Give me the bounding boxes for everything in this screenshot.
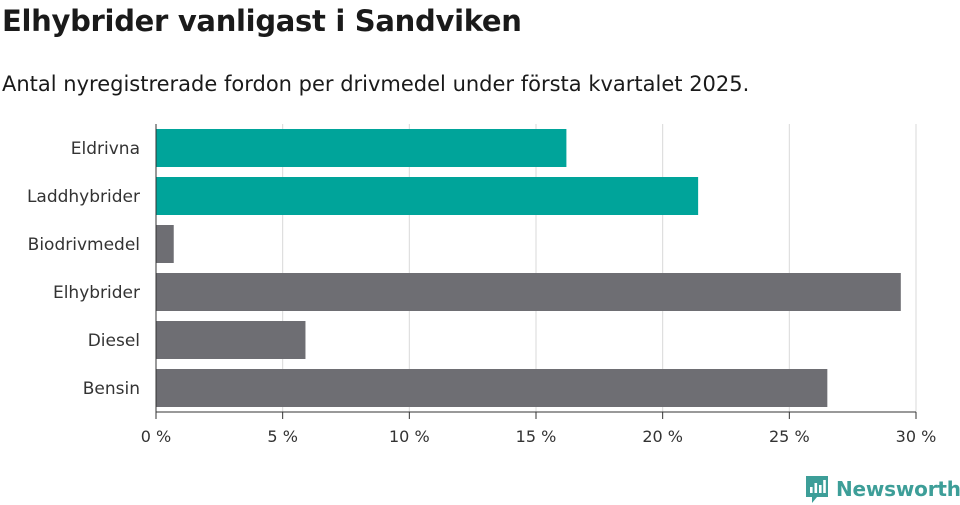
category-label: Bensin <box>83 379 140 399</box>
bar <box>156 273 901 311</box>
newsworthy-brand[interactable]: Newsworthy <box>804 473 960 505</box>
x-tick-label: 5 % <box>267 427 297 446</box>
bar <box>156 177 699 215</box>
chart-title: Elhybrider vanligast i Sandviken <box>2 4 522 38</box>
category-label: Laddhybrider <box>27 187 140 207</box>
x-tick-label: 0 % <box>141 427 171 446</box>
bar <box>156 129 567 167</box>
x-tick-label: 20 % <box>642 427 683 446</box>
x-tick-label: 25 % <box>769 427 810 446</box>
category-labels: Eldrivna Laddhybrider Biodrivmedel Elhybrid… <box>27 139 140 399</box>
newsworthy-logo-icon <box>806 476 828 503</box>
x-axis: 0 % 5 % 10 % 15 % 20 % 25 % 30 % <box>141 124 937 446</box>
x-tick-label: 30 % <box>896 427 937 446</box>
bar <box>156 369 828 407</box>
gridlines <box>282 124 917 412</box>
chart-subtitle: Antal nyregistrerade fordon per drivmede… <box>2 72 750 96</box>
category-label: Elhybrider <box>53 283 140 303</box>
bars <box>156 129 901 407</box>
x-tick-label: 10 % <box>389 427 430 446</box>
x-tick-label: 15 % <box>516 427 557 446</box>
brand-name: Newsworthy <box>836 477 960 501</box>
category-label: Biodrivmedel <box>28 235 140 255</box>
bar <box>156 321 306 359</box>
bar-chart: Eldrivna Laddhybrider Biodrivmedel Elhybrid… <box>27 124 937 446</box>
category-label: Eldrivna <box>71 139 140 159</box>
category-label: Diesel <box>88 331 140 351</box>
bar <box>156 225 174 263</box>
